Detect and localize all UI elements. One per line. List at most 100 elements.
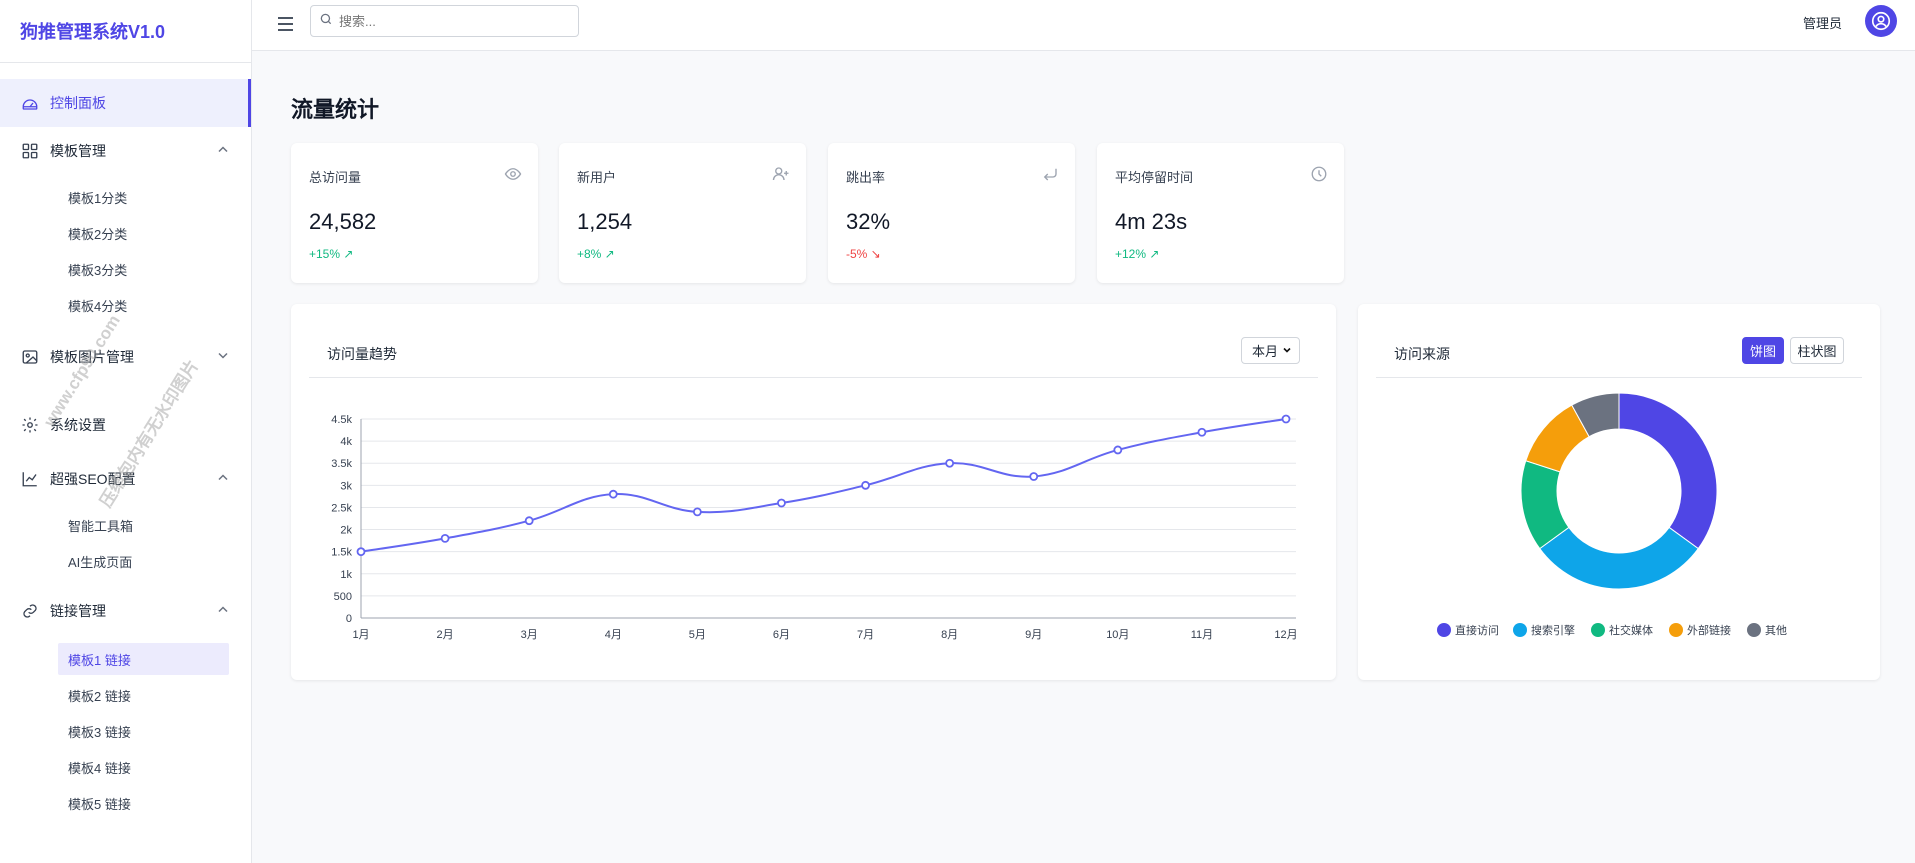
data-point xyxy=(356,547,366,557)
x-tick-label: 12月 xyxy=(1274,629,1297,641)
return-arrow-icon xyxy=(1041,165,1059,188)
stat-value: 1,254 xyxy=(577,209,633,234)
x-tick-label: 2月 xyxy=(437,629,454,641)
legend-label: 搜索引擎 xyxy=(1531,623,1575,637)
legend-label: 外部链接 xyxy=(1687,623,1731,637)
stat-card-bounce-rate: 跳出率 32% -5% ↘ xyxy=(828,143,1075,283)
stat-label: 新用户 xyxy=(577,170,617,185)
trend-chart-title: 访问量趋势 xyxy=(327,346,397,362)
bar-toggle-button[interactable]: 柱状图 xyxy=(1790,337,1844,364)
user-avatar-icon[interactable] xyxy=(1865,5,1897,37)
data-point xyxy=(945,458,955,468)
user-plus-icon xyxy=(772,165,790,188)
line-chart-icon xyxy=(20,469,40,489)
donut-slice xyxy=(1618,392,1718,550)
submenu-item[interactable]: 模板2 链接 xyxy=(68,688,131,704)
line-chart: 0 500 1k 1.5k 2k 2.5k 3k 3.5k 4k 4.5k 1月 2月 3月 4月 5月 6月… xyxy=(331,414,1297,641)
top-header: 管理员 xyxy=(252,0,1915,51)
y-tick-label: 1.5k xyxy=(331,547,352,559)
sidebar-item-label: 模板管理 xyxy=(50,143,106,159)
sidebar-item-templates[interactable]: 模板管理 xyxy=(0,127,251,175)
stat-card-avg-time: 平均停留时间 4m 23s +12% ↗ xyxy=(1097,143,1344,283)
legend-label: 其他 xyxy=(1765,624,1787,637)
seo-submenu: 智能工具箱 AI生成页面 xyxy=(0,503,251,587)
submenu-item-active[interactable]: 模板1 链接 xyxy=(58,643,229,675)
legend-label: 直接访问 xyxy=(1455,623,1499,637)
y-tick-label: 500 xyxy=(334,591,352,603)
y-tick-label: 2k xyxy=(340,525,352,537)
sidebar-item-dashboard[interactable]: 控制面板 xyxy=(0,79,251,127)
submenu-item[interactable]: 模板3 链接 xyxy=(68,724,131,740)
hamburger-menu-icon[interactable] xyxy=(274,12,298,36)
sidebar-item-links[interactable]: 链接管理 xyxy=(0,587,251,635)
stat-change: -5% ↘ xyxy=(846,247,881,261)
data-point xyxy=(861,480,870,490)
data-point xyxy=(524,516,534,526)
card-divider xyxy=(1376,377,1862,378)
series-line xyxy=(360,418,1287,553)
y-tick-label: 0 xyxy=(346,613,352,625)
grid-icon xyxy=(20,141,40,161)
trend-chart-card: 访问量趋势 本月 0 500 1k 1.5k 2k 2.5k 3k 3.5k 4k 4.5k 1月 2… xyxy=(291,304,1336,680)
user-name[interactable]: 管理员 xyxy=(1802,16,1842,31)
pie-toggle-button[interactable]: 饼图 xyxy=(1742,337,1784,364)
donut-chart: 直接访问 搜索引擎 社交媒体 外部链接 其他 xyxy=(1437,392,1787,637)
submenu-item[interactable]: 模板1分类 xyxy=(68,190,128,206)
stat-label: 平均停留时间 xyxy=(1115,170,1194,185)
data-point xyxy=(1281,414,1291,424)
source-chart-title: 访问来源 xyxy=(1394,346,1450,362)
sidebar-item-label: 系统设置 xyxy=(50,417,106,433)
sidebar-item-settings[interactable]: 系统设置 xyxy=(0,401,251,449)
search-box[interactable] xyxy=(310,5,579,37)
data-point xyxy=(1029,472,1039,481)
data-point xyxy=(777,498,786,508)
stat-value: 24,582 xyxy=(309,209,377,234)
data-point xyxy=(440,533,450,543)
stat-card-new-users: 新用户 1,254 +8% ↗ xyxy=(559,143,806,283)
data-point xyxy=(1197,427,1207,437)
image-icon xyxy=(20,347,40,367)
stat-change: +12% ↗ xyxy=(1115,247,1160,261)
y-tick-label: 1k xyxy=(340,569,352,581)
legend-swatch xyxy=(1437,623,1451,637)
submenu-item[interactable]: 智能工具箱 xyxy=(68,518,134,534)
donut-slice xyxy=(1571,392,1620,438)
stat-card-visits: 总访问量 24,582 +15% ↗ xyxy=(291,143,538,283)
search-input[interactable] xyxy=(339,13,559,29)
submenu-item[interactable]: 模板5 链接 xyxy=(68,796,131,812)
sidebar-item-seo[interactable]: 超强SEO配置 xyxy=(0,455,251,503)
chevron-down-icon xyxy=(1283,347,1291,353)
x-tick-label: 9月 xyxy=(1025,629,1042,641)
submenu-item[interactable]: 模板4 链接 xyxy=(68,760,131,776)
y-tick-label: 3.5k xyxy=(331,458,352,470)
y-tick-label: 4.5k xyxy=(331,414,352,426)
submenu-item[interactable]: 模板4分类 xyxy=(68,298,128,314)
submenu-item[interactable]: 模板2分类 xyxy=(68,226,128,242)
data-point xyxy=(608,489,618,499)
submenu-item[interactable]: AI生成页面 xyxy=(68,554,133,570)
x-tick-label: 10月 xyxy=(1106,629,1129,641)
templates-submenu: 模板1分类 模板2分类 模板3分类 模板4分类 xyxy=(0,175,251,327)
page-title: 流量统计 xyxy=(291,97,380,122)
gear-icon xyxy=(20,415,40,435)
chevron-up-icon xyxy=(217,144,229,159)
search-icon xyxy=(319,12,333,31)
legend-label: 社交媒体 xyxy=(1609,623,1653,637)
legend-swatch xyxy=(1513,623,1527,637)
link-icon xyxy=(20,601,40,621)
sidebar-item-template-images[interactable]: 模板图片管理 xyxy=(0,333,251,381)
clock-icon xyxy=(1310,165,1328,188)
x-tick-label: 11月 xyxy=(1191,629,1213,641)
period-select[interactable]: 本月 xyxy=(1241,337,1300,364)
app-title[interactable]: 狗推管理系统V1.0 xyxy=(0,0,251,63)
legend-swatch xyxy=(1591,623,1605,637)
stat-change: +8% ↗ xyxy=(577,247,615,261)
card-divider xyxy=(309,377,1318,378)
stat-label: 跳出率 xyxy=(846,170,886,185)
y-tick-label: 3k xyxy=(340,480,352,492)
sidebar-item-label: 链接管理 xyxy=(50,603,106,619)
stat-change: +15% ↗ xyxy=(309,247,354,261)
submenu-item[interactable]: 模板3分类 xyxy=(68,262,128,278)
chevron-down-icon xyxy=(217,350,229,365)
source-chart-card: 访问来源 饼图 柱状图 直接访问 搜索引擎 社交媒体 外部链接 其他 xyxy=(1358,304,1880,680)
